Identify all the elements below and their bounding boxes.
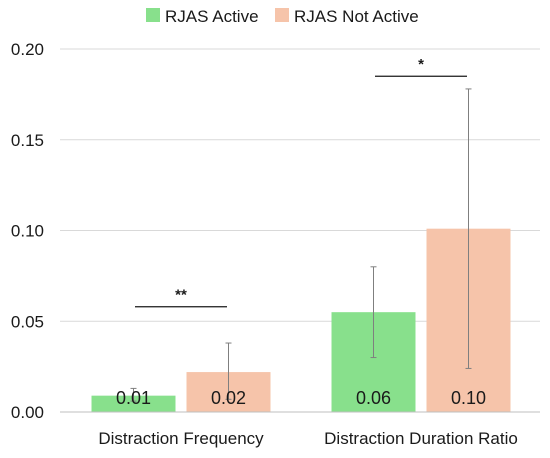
bar-rjas-active-0	[91, 395, 176, 412]
significance-marker: **	[135, 287, 227, 308]
y-tick-label: 0.15	[11, 131, 44, 150]
significance-marker: *	[375, 56, 467, 77]
error-bars	[130, 88, 472, 402]
legend: RJAS Active RJAS Not Active	[146, 7, 419, 26]
data-label: 0.01	[116, 388, 151, 408]
data-label: 0.06	[356, 388, 391, 408]
legend-swatch	[275, 8, 289, 22]
y-tick-label: 0.05	[11, 312, 44, 331]
x-axis: Distraction Frequency Distraction Duratio…	[60, 411, 540, 448]
y-tick-label: 0.10	[11, 222, 44, 241]
significance-label: *	[418, 56, 424, 73]
data-label: 0.10	[451, 388, 486, 408]
bars	[91, 228, 511, 412]
data-labels: 0.01 0.06 0.02 0.10	[116, 388, 486, 408]
error-bar	[225, 342, 232, 400]
legend-item: RJAS Not Active	[275, 7, 419, 26]
category-label: Distraction Duration Ratio	[324, 429, 518, 448]
data-label: 0.02	[211, 388, 246, 408]
error-bar	[370, 266, 377, 359]
error-bar	[130, 387, 137, 402]
legend-item: RJAS Active	[146, 7, 259, 26]
legend-label: RJAS Active	[165, 7, 259, 26]
category-label: Distraction Frequency	[98, 429, 264, 448]
y-tick-label: 0.00	[11, 403, 44, 422]
legend-label: RJAS Not Active	[294, 7, 419, 26]
significance-markers: ***	[135, 56, 467, 308]
significance-label: **	[175, 287, 187, 304]
y-tick-label: 0.20	[11, 40, 44, 59]
error-bar	[465, 88, 472, 369]
y-axis: 0.00 0.05 0.10 0.15 0.20	[11, 40, 44, 422]
legend-swatch	[146, 8, 160, 22]
